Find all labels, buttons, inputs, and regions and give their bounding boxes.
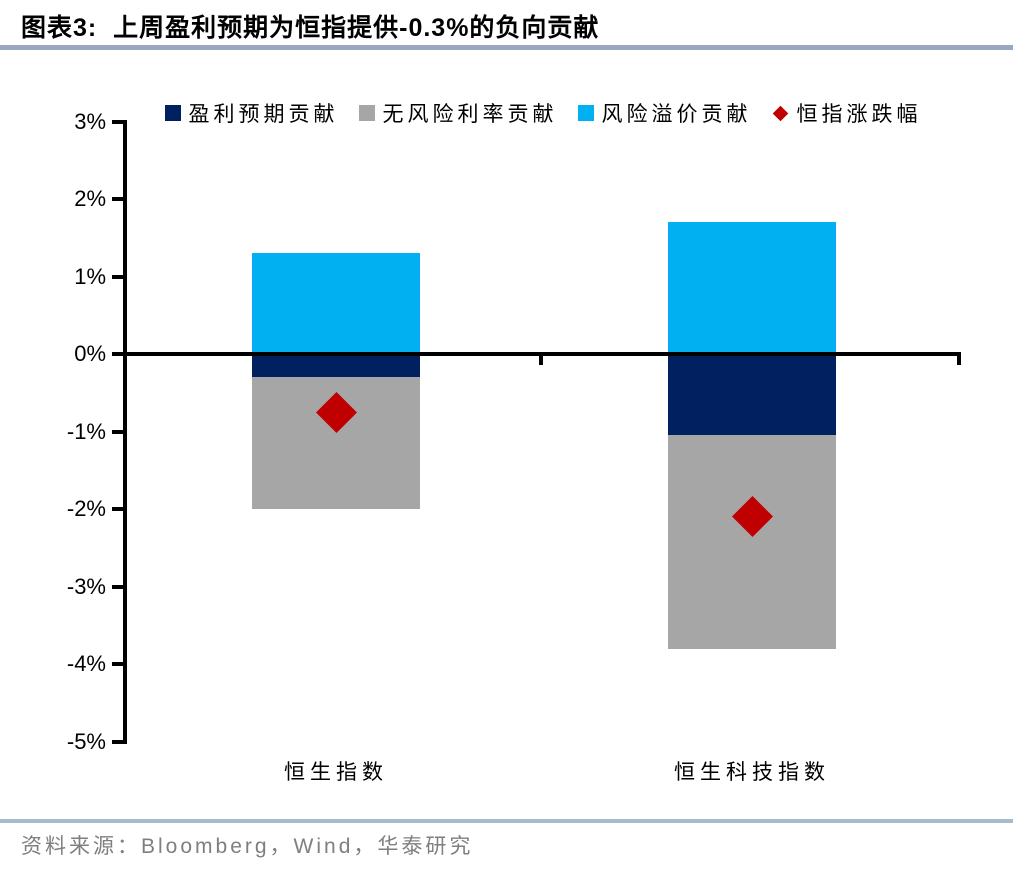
legend-item-hsi-change: 恒指涨跌幅 — [772, 98, 922, 128]
y-axis-tick-label: 2% — [74, 186, 106, 211]
legend-swatch-square-icon — [577, 105, 594, 121]
legend-label: 恒指涨跌幅 — [796, 103, 922, 126]
source-text: 资料来源：Bloomberg，Wind，华泰研究 — [21, 835, 474, 858]
bar-segment — [668, 222, 836, 354]
legend-label: 风险溢价贡献 — [601, 103, 752, 126]
legend-label: 无风险利率贡献 — [382, 103, 558, 126]
y-axis-tick — [112, 429, 123, 434]
legend-item-riskfree-rate-contribution: 无风险利率贡献 — [358, 98, 558, 128]
y-axis-tick-label: 0% — [74, 341, 106, 366]
y-axis-tick-label: -5% — [66, 728, 106, 754]
y-axis-tick-label: 1% — [74, 263, 106, 289]
y-axis-tick — [112, 352, 123, 356]
chart-legend: 盈利预期贡献 无风险利率贡献 风险溢价贡献 恒指涨跌幅 — [125, 99, 961, 127]
y-axis-tick — [112, 739, 123, 744]
bar-segment — [668, 354, 836, 436]
bar-segment — [252, 354, 420, 378]
legend-label: 盈利预期贡献 — [188, 103, 339, 126]
bar-segment — [252, 253, 420, 354]
x-axis-tick — [539, 354, 543, 365]
y-axis-tick — [112, 662, 123, 666]
y-axis-tick — [112, 507, 123, 511]
y-axis-tick-label: 3% — [74, 108, 106, 134]
legend-item-earnings-contribution: 盈利预期贡献 — [164, 98, 339, 128]
source-divider — [0, 819, 1013, 823]
category-label: 恒生指数 — [284, 761, 388, 784]
y-axis-tick-label: -1% — [66, 418, 106, 444]
y-axis-line — [123, 119, 127, 744]
y-axis-tick-label: -4% — [66, 651, 106, 676]
y-axis-tick — [112, 584, 123, 589]
y-axis-tick — [112, 274, 123, 279]
category-label: 恒生科技指数 — [674, 761, 830, 784]
legend-swatch-square-icon — [358, 105, 375, 121]
x-axis-tick — [957, 354, 961, 365]
bar-segment — [668, 435, 836, 649]
y-axis-tick — [112, 197, 123, 201]
y-axis-tick-label: -3% — [66, 573, 106, 599]
chart-plot: 3% 2% 1% 0% -1% -2% -3% -4% -5% 恒生指数 恒生科技指数 — [66, 108, 961, 784]
legend-swatch-square-icon — [164, 105, 181, 121]
figure-title: 图表3: 上周盈利预期为恒指提供-0.3%的负向贡献 — [21, 14, 600, 42]
title-divider — [0, 45, 1013, 50]
legend-item-risk-premium-contribution: 风险溢价贡献 — [577, 98, 752, 128]
y-axis-tick — [112, 119, 123, 124]
y-axis-tick-label: -2% — [66, 496, 106, 521]
